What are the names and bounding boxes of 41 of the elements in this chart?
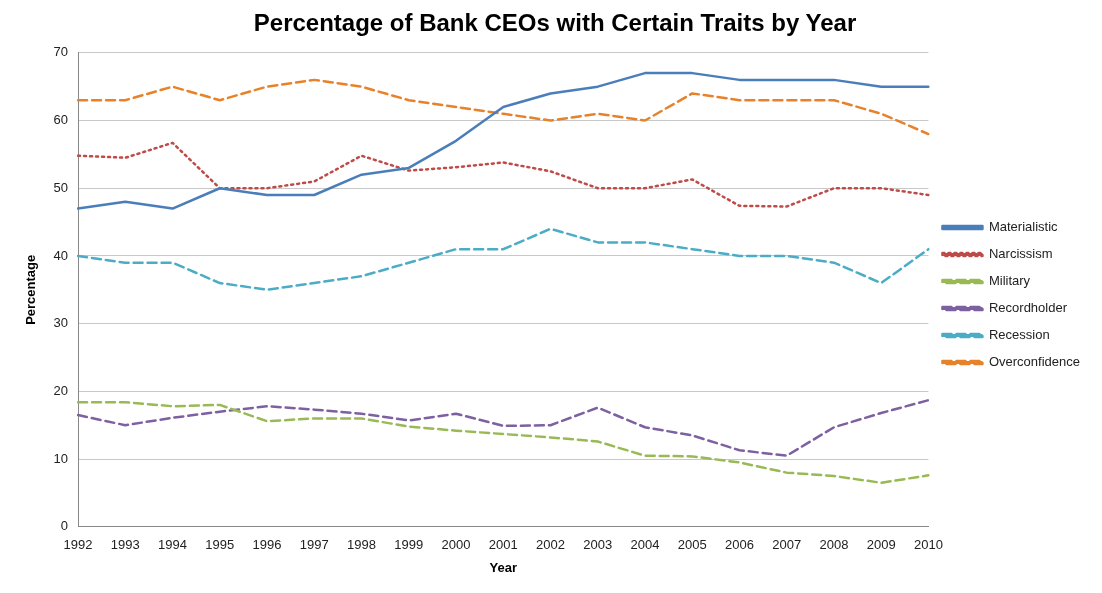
line-series [76, 400, 930, 485]
x-tick-label: 2007 [772, 537, 802, 553]
y-axis-title: Percentage [23, 254, 39, 325]
line-series [76, 78, 930, 136]
y-tick-label: 20 [53, 382, 69, 398]
x-tick-label: 2005 [677, 537, 707, 553]
x-tick-label: 1992 [63, 537, 93, 553]
x-tick-label: 2002 [536, 537, 565, 553]
x-tick-label: 2008 [819, 537, 849, 553]
x-tick-label: 1993 [110, 537, 140, 553]
chart-title: Percentage of Bank CEOs with Certain Traits by Year [253, 9, 857, 37]
x-tick-label: 2009 [866, 537, 896, 553]
y-tick-label: 40 [53, 247, 69, 263]
x-tick-label: 2003 [583, 537, 613, 553]
line-series [76, 141, 930, 208]
y-tick-label: 60 [53, 112, 69, 128]
legend-label: Materialistic [988, 219, 1059, 235]
y-tick-label: 50 [53, 179, 69, 195]
x-tick-label: 1995 [205, 537, 235, 553]
y-tick-label: 10 [53, 450, 69, 466]
y-tick-label: 0 [60, 518, 69, 534]
x-tick-label: 2010 [913, 537, 943, 553]
legend-label: Narcissism [988, 246, 1053, 262]
x-tick-label: 1997 [299, 537, 329, 553]
legend-label: Military [988, 273, 1031, 289]
x-tick-label: 1999 [394, 537, 424, 553]
y-tick-label: 30 [53, 315, 69, 331]
x-tick-label: 1994 [158, 537, 188, 553]
x-axis-title: Year [489, 559, 517, 575]
x-tick-label: 2006 [725, 537, 754, 553]
legend-label: Recordholder [988, 300, 1068, 316]
y-tick-label: 70 [53, 44, 69, 60]
legend-label: Recession [988, 327, 1050, 343]
line-series [76, 398, 930, 457]
x-tick-label: 2000 [441, 537, 471, 553]
x-tick-label: 1996 [252, 537, 282, 553]
x-tick-label: 2004 [630, 537, 660, 553]
line-series [76, 227, 930, 292]
legend-label: Overconfidence [988, 354, 1081, 370]
x-tick-label: 2001 [488, 537, 518, 553]
x-tick-label: 1998 [347, 537, 376, 553]
